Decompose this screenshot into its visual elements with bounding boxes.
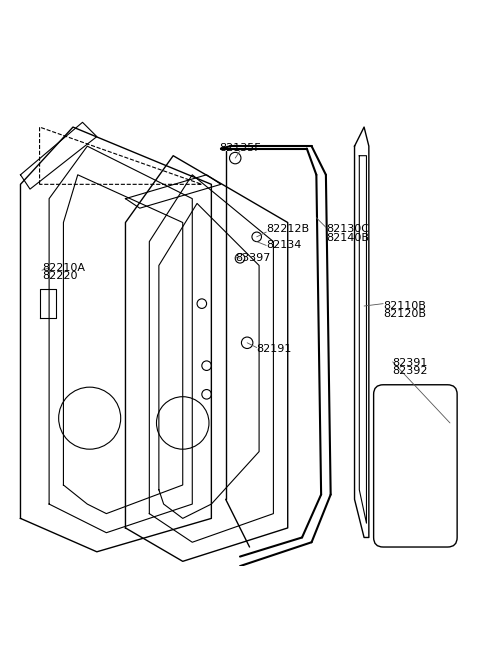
- Text: 82120B: 82120B: [383, 309, 426, 319]
- Text: 82220: 82220: [42, 271, 77, 281]
- Text: 82135F: 82135F: [219, 143, 261, 153]
- Text: 82391: 82391: [393, 358, 428, 368]
- Text: 82140B: 82140B: [326, 233, 369, 242]
- Text: 82110B: 82110B: [383, 301, 426, 310]
- Text: 82191: 82191: [257, 344, 292, 354]
- Text: 82210A: 82210A: [42, 263, 85, 272]
- Text: 82392: 82392: [393, 366, 428, 376]
- Text: 82130C: 82130C: [326, 225, 369, 234]
- Text: 83397: 83397: [235, 253, 271, 263]
- FancyBboxPatch shape: [373, 384, 457, 547]
- Text: 82212B: 82212B: [266, 225, 310, 234]
- Text: 82134: 82134: [266, 240, 301, 250]
